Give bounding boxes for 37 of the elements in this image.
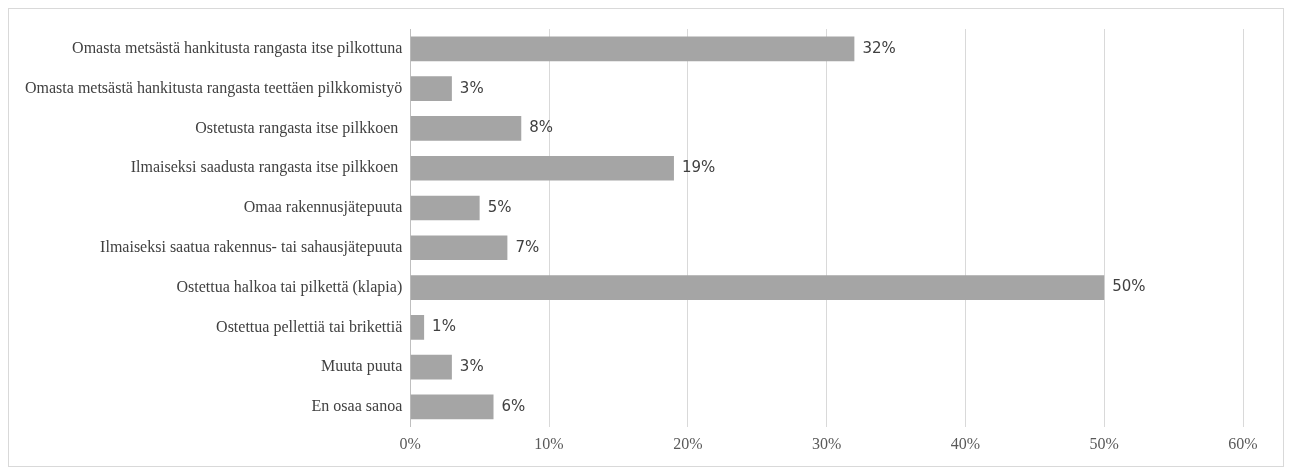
bar [410,116,522,141]
bar [410,155,674,181]
x-tick-label: 20% [673,434,703,452]
y-tick-label: Muuta puuta [320,357,403,376]
data-label: 32% [862,38,896,57]
data-label: 1% [432,317,456,336]
data-label: 19% [681,158,716,177]
bar [410,36,855,62]
y-tick-label: Omasta metsästä hankitusta rangasta teettäen pilkkomistyö [25,78,403,97]
x-tick-label: 60% [1228,434,1258,452]
y-tick-label: Ostettua pellettiä tai brikettiä [216,317,403,336]
x-tick-label: 10% [534,434,564,452]
data-label: 6% [501,396,526,415]
y-tick-label: Ilmaiseksi saadusta rangasta itse pilkkoen [130,158,403,177]
bar [410,354,452,380]
bar [410,315,425,340]
y-tick-label: Omasta metsästä hankitusta rangasta itse pilkottuna [72,39,403,58]
bar [410,76,452,101]
bar [410,275,1105,300]
x-tick-label: 0% [399,434,421,452]
x-tick-label: 40% [950,434,981,452]
data-label: 50% [1112,277,1146,296]
x-tick-label: 30% [811,434,842,452]
data-label: 3% [459,78,484,97]
data-label: 3% [459,357,484,376]
y-tick-label: En osaa sanoa [311,397,403,415]
data-label: 8% [529,118,554,137]
x-tick-label: 50% [1089,434,1119,452]
bar [410,195,480,221]
data-label: 5% [487,197,512,216]
y-tick-label: Ostetusta rangasta itse pilkkoen [195,118,403,137]
y-tick-label: Omaa rakennusjätepuuta [243,198,403,217]
bar [410,235,508,261]
bar [410,394,494,420]
y-tick-label: Ostettua halkoa tai pilkettä (klapia) [176,277,403,296]
data-label: 7% [515,237,540,256]
y-tick-label: Ilmaiseksi saatua rakennus- tai sahausjätepuuta [100,237,403,256]
